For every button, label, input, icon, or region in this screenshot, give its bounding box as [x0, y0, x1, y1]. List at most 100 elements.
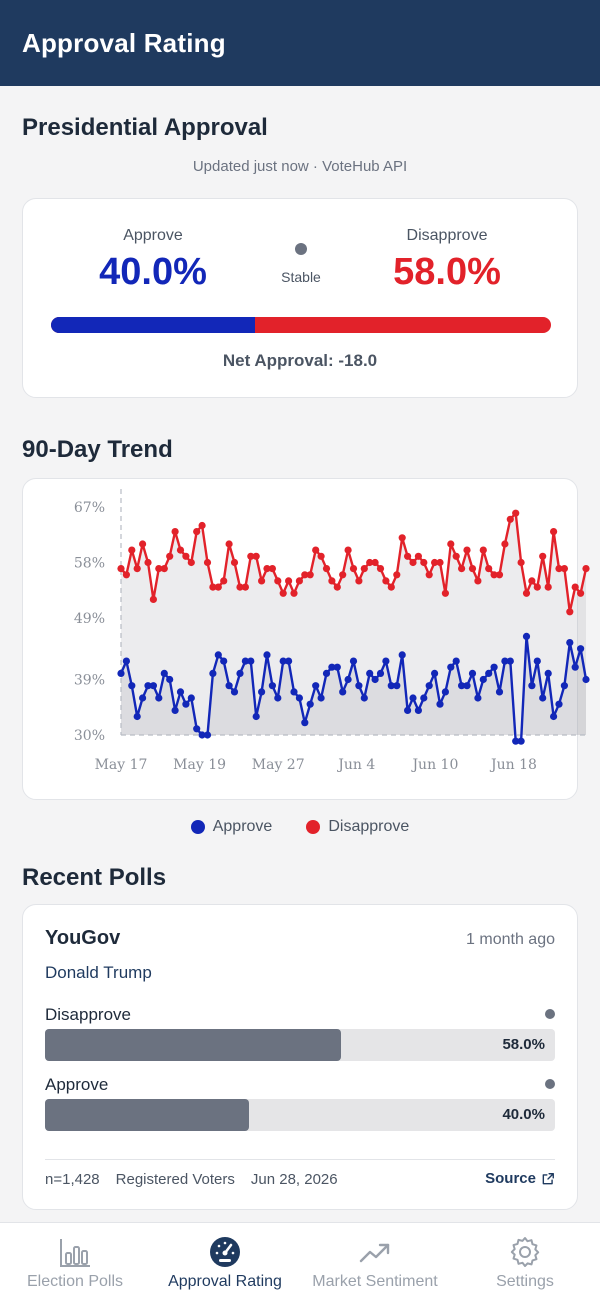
data-point-disapprove — [128, 546, 136, 554]
data-point-disapprove — [393, 571, 401, 579]
data-point-approve — [555, 700, 563, 708]
data-point-approve — [187, 694, 195, 702]
data-point-approve — [441, 688, 449, 696]
data-point-disapprove — [582, 565, 590, 573]
y-tick-label: 30% — [74, 728, 105, 744]
data-point-disapprove — [512, 509, 520, 517]
data-point-disapprove — [468, 565, 477, 573]
data-point-approve — [209, 669, 217, 677]
data-point-disapprove — [571, 583, 579, 591]
data-point-approve — [344, 675, 352, 684]
data-point-approve — [117, 669, 125, 677]
approve-summary: Approve 40.0% — [43, 227, 263, 294]
data-point-approve — [571, 663, 579, 671]
data-point-approve — [468, 669, 477, 677]
data-point-approve — [404, 706, 412, 714]
trend-title: 90-Day Trend — [22, 436, 173, 463]
data-point-approve — [517, 737, 525, 745]
disapprove-summary: Disapprove 58.0% — [337, 227, 557, 294]
data-point-disapprove — [555, 565, 563, 573]
gauge-icon — [210, 1237, 240, 1267]
trending-up-icon — [359, 1243, 390, 1263]
data-point-disapprove — [376, 565, 385, 573]
source-link[interactable]: Source — [485, 1170, 555, 1187]
data-point-disapprove — [160, 565, 168, 573]
data-point-approve — [463, 682, 471, 690]
data-point-approve — [230, 688, 239, 696]
data-point-disapprove — [544, 583, 552, 591]
data-point-disapprove — [317, 552, 325, 560]
data-point-approve — [149, 682, 157, 690]
y-tick-label: 67% — [74, 500, 105, 516]
data-point-disapprove — [349, 565, 358, 573]
result-dot-icon — [545, 1079, 555, 1089]
data-point-approve — [501, 657, 509, 665]
y-tick-label: 58% — [74, 555, 105, 571]
poll-meta: n=1,428 Registered Voters Jun 28, 2026 — [45, 1171, 338, 1188]
data-point-approve — [398, 651, 406, 659]
data-point-approve — [393, 682, 401, 690]
approval-split-bar — [51, 317, 551, 333]
data-point-approve — [171, 706, 179, 714]
data-point-approve — [360, 694, 368, 702]
data-point-disapprove — [441, 589, 449, 597]
data-point-disapprove — [122, 571, 130, 579]
data-point-approve — [203, 731, 212, 739]
data-point-disapprove — [203, 558, 212, 567]
net-approval: Net Approval: -18.0 — [222, 351, 378, 370]
data-point-disapprove — [566, 608, 574, 616]
nav-market-sentiment[interactable]: Market Sentiment — [300, 1223, 450, 1304]
data-point-approve — [214, 651, 222, 659]
data-point-approve — [198, 731, 206, 739]
data-point-disapprove — [182, 552, 190, 560]
data-point-approve — [128, 682, 136, 690]
nav-label: Election Polls — [26, 1273, 124, 1290]
data-point-disapprove — [371, 558, 379, 567]
poll-date: Jun 28, 2026 — [250, 1171, 338, 1188]
data-point-disapprove — [463, 546, 471, 554]
data-point-approve — [425, 682, 433, 690]
nav-settings[interactable]: Settings — [450, 1223, 600, 1304]
data-point-approve — [268, 682, 276, 690]
data-point-approve — [474, 694, 482, 702]
data-point-disapprove — [290, 589, 298, 597]
trend-label: Stable — [281, 269, 321, 285]
data-point-approve — [447, 663, 455, 671]
data-point-approve — [355, 682, 363, 690]
result-value: 58.0% — [502, 1036, 545, 1053]
data-point-disapprove — [312, 546, 320, 554]
y-tick-label: 49% — [74, 611, 105, 627]
data-point-approve — [322, 669, 331, 677]
nav-label: Approval Rating — [168, 1273, 282, 1290]
data-point-approve — [290, 688, 298, 696]
poll-card[interactable]: YouGov 1 month ago Donald Trump Disappro… — [22, 904, 578, 1210]
data-point-disapprove — [176, 546, 185, 554]
data-point-approve — [436, 700, 444, 708]
data-point-approve — [533, 657, 541, 665]
data-point-disapprove — [139, 540, 147, 548]
external-link-icon — [542, 1172, 554, 1184]
data-point-disapprove — [187, 558, 195, 567]
data-point-approve — [431, 669, 439, 677]
nav-election-polls[interactable]: Election Polls — [0, 1223, 150, 1304]
data-point-disapprove — [517, 558, 525, 567]
data-point-approve — [522, 632, 531, 640]
nav-label: Settings — [496, 1273, 554, 1290]
data-point-approve — [279, 657, 287, 665]
data-point-disapprove — [431, 558, 439, 567]
data-point-approve — [371, 675, 379, 684]
data-point-disapprove — [479, 546, 487, 554]
data-point-approve — [122, 657, 130, 665]
data-point-disapprove — [263, 565, 271, 573]
data-point-approve — [539, 694, 547, 702]
data-point-disapprove — [274, 577, 282, 585]
data-point-disapprove — [155, 565, 163, 573]
data-point-approve — [485, 669, 493, 677]
data-point-disapprove — [328, 577, 336, 585]
result-bar: 40.0% — [45, 1099, 555, 1131]
data-point-approve — [139, 694, 147, 702]
x-tick-label: May 17 — [95, 757, 148, 773]
nav-approval-rating[interactable]: Approval Rating — [150, 1223, 300, 1304]
data-point-disapprove — [485, 565, 493, 573]
sample-size: n=1,428 — [45, 1171, 100, 1188]
